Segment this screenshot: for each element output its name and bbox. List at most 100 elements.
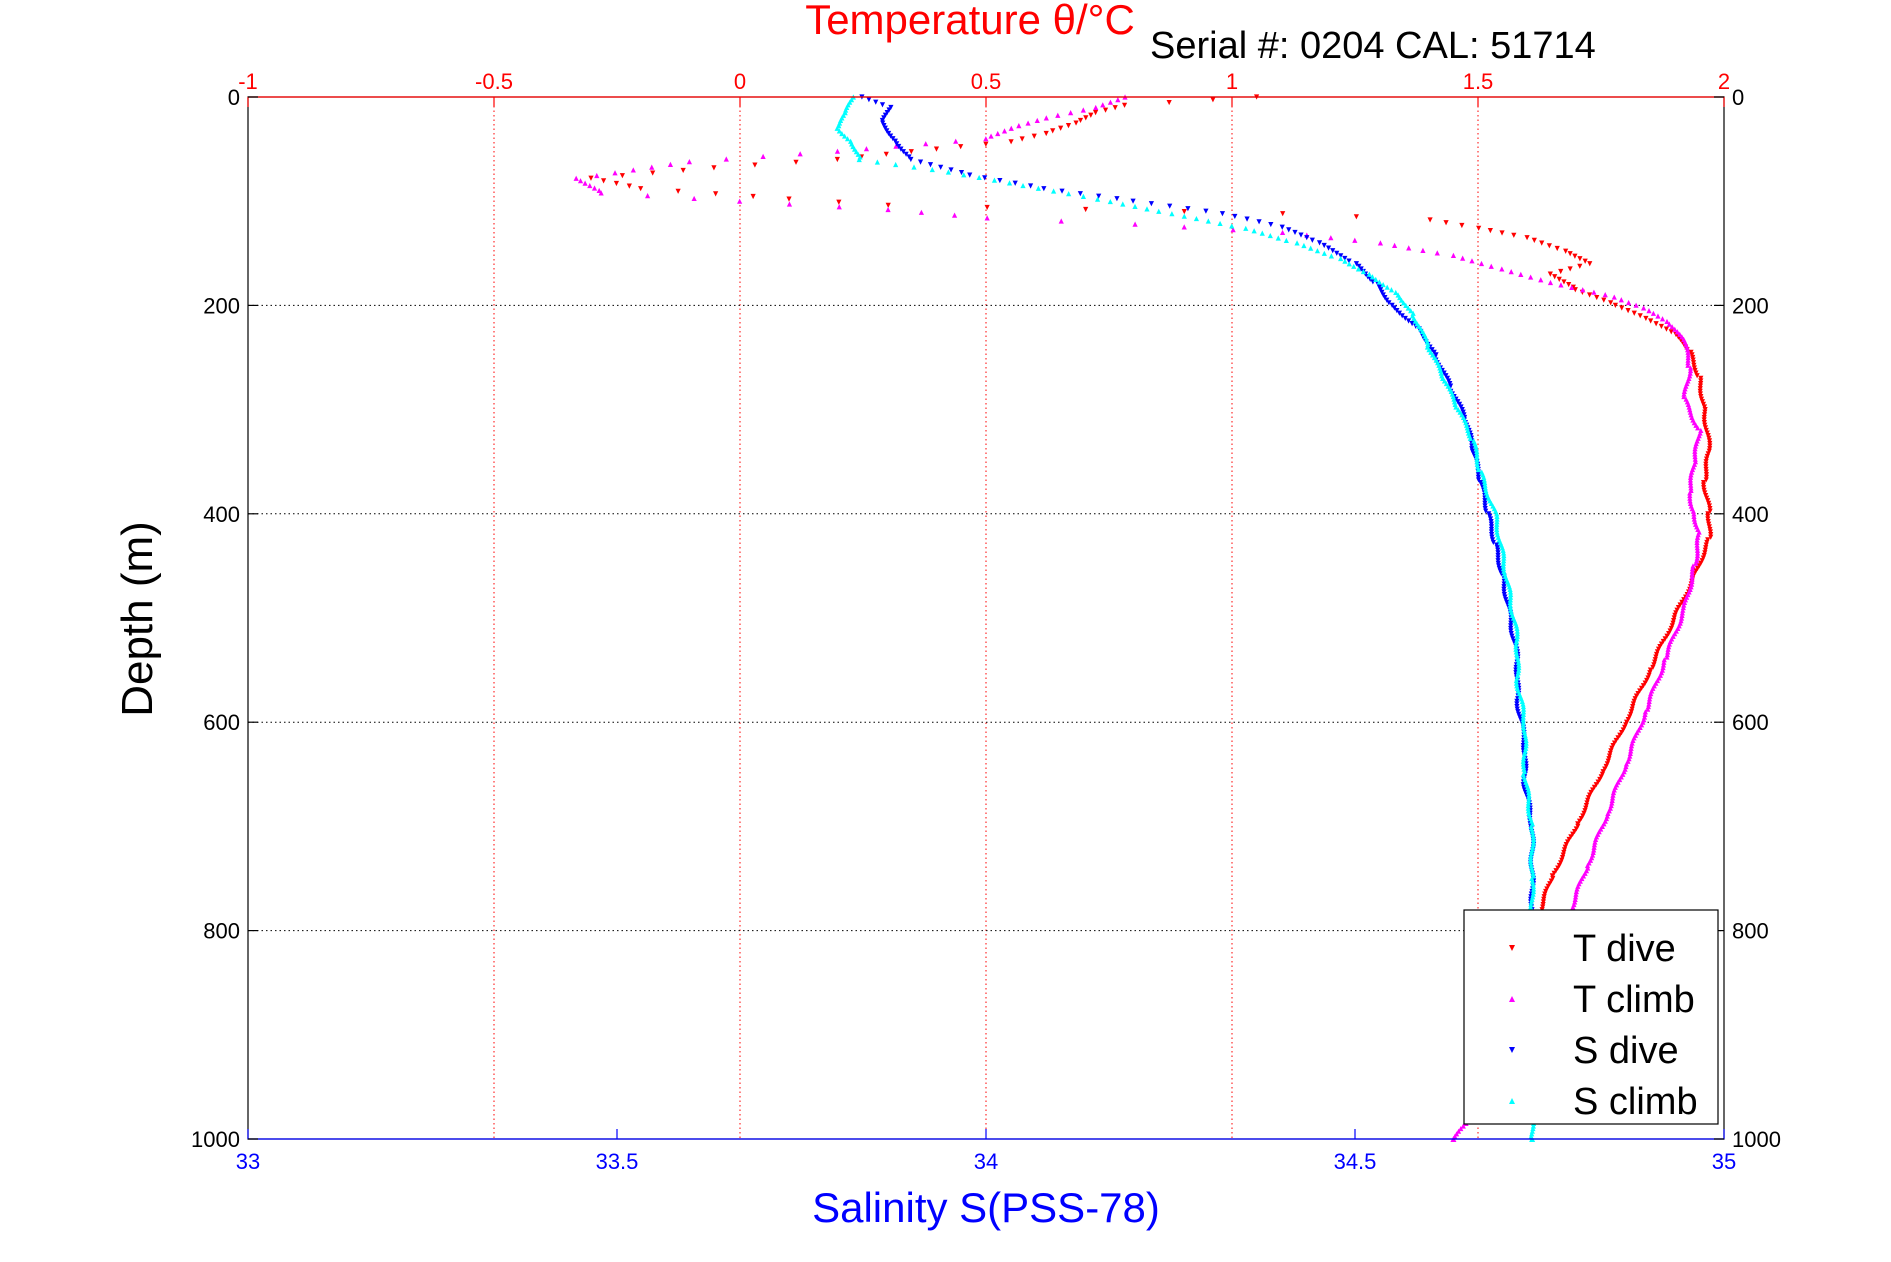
t-dive-point bbox=[1697, 391, 1703, 397]
t-climb-point bbox=[645, 193, 651, 199]
s-climb-point bbox=[1520, 703, 1527, 710]
s-dive-point bbox=[1309, 237, 1315, 243]
t-dive-point bbox=[1605, 758, 1611, 764]
t-climb-point bbox=[1043, 115, 1049, 121]
t-dive-point bbox=[1701, 417, 1707, 423]
t-climb-point bbox=[1685, 349, 1691, 355]
s-dive-point bbox=[1508, 625, 1514, 632]
s-climb-point bbox=[1525, 800, 1532, 806]
t-dive-point bbox=[793, 159, 799, 165]
s-dive-point bbox=[1508, 631, 1514, 637]
s-dive-point bbox=[1012, 180, 1018, 186]
t-dive-point bbox=[1664, 633, 1670, 639]
t-dive-point bbox=[1591, 784, 1598, 790]
t-dive-point bbox=[1580, 813, 1586, 819]
s-climb-point bbox=[1530, 888, 1537, 895]
t-climb-point bbox=[1107, 99, 1114, 105]
s-climb-point bbox=[1520, 756, 1527, 762]
s-dive-point bbox=[1376, 284, 1383, 290]
s-dive-point bbox=[1508, 623, 1514, 629]
t-dive-point bbox=[1019, 136, 1025, 142]
t-dive-point bbox=[1706, 438, 1713, 444]
s-climb-point bbox=[1513, 677, 1519, 684]
t-dive-point bbox=[1631, 310, 1637, 316]
s-climb-point bbox=[1530, 831, 1536, 837]
s-dive-point bbox=[894, 141, 900, 147]
t-dive-point bbox=[1181, 209, 1187, 215]
t-dive-point bbox=[1643, 315, 1649, 322]
s-dive-point bbox=[1321, 242, 1327, 249]
s-climb-point bbox=[844, 136, 851, 142]
t-climb-point bbox=[1695, 532, 1701, 538]
s-dive-point bbox=[1516, 711, 1522, 717]
t-climb-point bbox=[1694, 545, 1700, 551]
t-dive-point bbox=[1577, 256, 1583, 262]
t-dive-point bbox=[638, 186, 644, 192]
t-dive-point bbox=[1675, 604, 1682, 611]
s-dive-point bbox=[1382, 294, 1388, 301]
t-dive-point bbox=[1704, 453, 1710, 460]
s-climb-point bbox=[1006, 180, 1013, 186]
s-climb-point bbox=[842, 133, 848, 139]
t-climb-point bbox=[1691, 511, 1697, 517]
s-climb-point bbox=[1328, 253, 1335, 259]
t-dive-point bbox=[1567, 266, 1573, 272]
s-climb-point bbox=[1513, 623, 1520, 629]
t-dive-point bbox=[1613, 737, 1619, 744]
s-climb-point bbox=[1521, 706, 1527, 712]
t-dive-point bbox=[1544, 886, 1550, 892]
t-climb-point bbox=[1591, 842, 1598, 848]
s-climb-point bbox=[1526, 789, 1532, 796]
t-dive-point bbox=[1703, 461, 1709, 467]
t-climb-point bbox=[1694, 547, 1701, 553]
s-climb-point bbox=[1514, 683, 1520, 689]
s-dive-point bbox=[1346, 258, 1352, 264]
legend-label-s-dive: S dive bbox=[1573, 1030, 1679, 1072]
s-climb-point bbox=[1120, 201, 1126, 207]
s-climb-point bbox=[1523, 743, 1529, 749]
s-dive-point bbox=[958, 169, 965, 176]
t-climb-point bbox=[1688, 482, 1694, 488]
s-dive-point bbox=[1504, 599, 1510, 605]
t-climb-point bbox=[1458, 1125, 1464, 1132]
s-dive-point bbox=[1219, 211, 1226, 217]
s-climb-point bbox=[1500, 547, 1506, 553]
s-climb-point bbox=[1229, 223, 1235, 229]
s-dive-point bbox=[917, 159, 924, 165]
s-climb-point bbox=[1508, 591, 1514, 598]
salinity-tick-label: 34 bbox=[974, 1149, 998, 1174]
t-dive-point bbox=[1646, 672, 1652, 678]
chart-title: Serial #: 0204 CAL: 51714 bbox=[1150, 25, 1596, 67]
t-dive-point bbox=[1630, 701, 1636, 707]
t-climb-point bbox=[1689, 571, 1695, 577]
s-dive-point bbox=[1256, 219, 1262, 225]
s-dive-point bbox=[1077, 191, 1083, 197]
t-dive-point bbox=[1637, 313, 1643, 319]
t-dive-point bbox=[1280, 211, 1286, 217]
t-climb-point bbox=[1420, 247, 1426, 253]
t-climb-point bbox=[1690, 508, 1696, 514]
t-dive-point bbox=[752, 162, 758, 168]
s-climb-point bbox=[1474, 461, 1480, 467]
t-dive-point bbox=[1651, 662, 1657, 668]
t-dive-point bbox=[1584, 800, 1590, 806]
t-dive-point bbox=[1008, 139, 1014, 145]
t-climb-point bbox=[582, 180, 588, 186]
t-climb-point bbox=[577, 178, 584, 184]
s-dive-point bbox=[888, 133, 894, 139]
t-dive-point bbox=[1703, 456, 1710, 462]
t-climb-point bbox=[598, 190, 604, 196]
s-dive-point bbox=[1292, 229, 1298, 236]
s-climb-point bbox=[1520, 709, 1527, 715]
s-dive-point bbox=[1096, 193, 1102, 199]
s-climb-point bbox=[991, 177, 998, 183]
s-dive-point bbox=[1496, 563, 1502, 569]
t-climb-point bbox=[1685, 360, 1691, 366]
s-dive-point bbox=[1232, 213, 1238, 220]
t-climb-point bbox=[1694, 542, 1700, 548]
t-dive-point bbox=[1599, 771, 1606, 777]
t-dive-point bbox=[1608, 748, 1614, 754]
t-dive-point bbox=[1541, 894, 1547, 900]
s-climb-point bbox=[1528, 899, 1535, 905]
s-climb-point bbox=[1465, 427, 1471, 434]
